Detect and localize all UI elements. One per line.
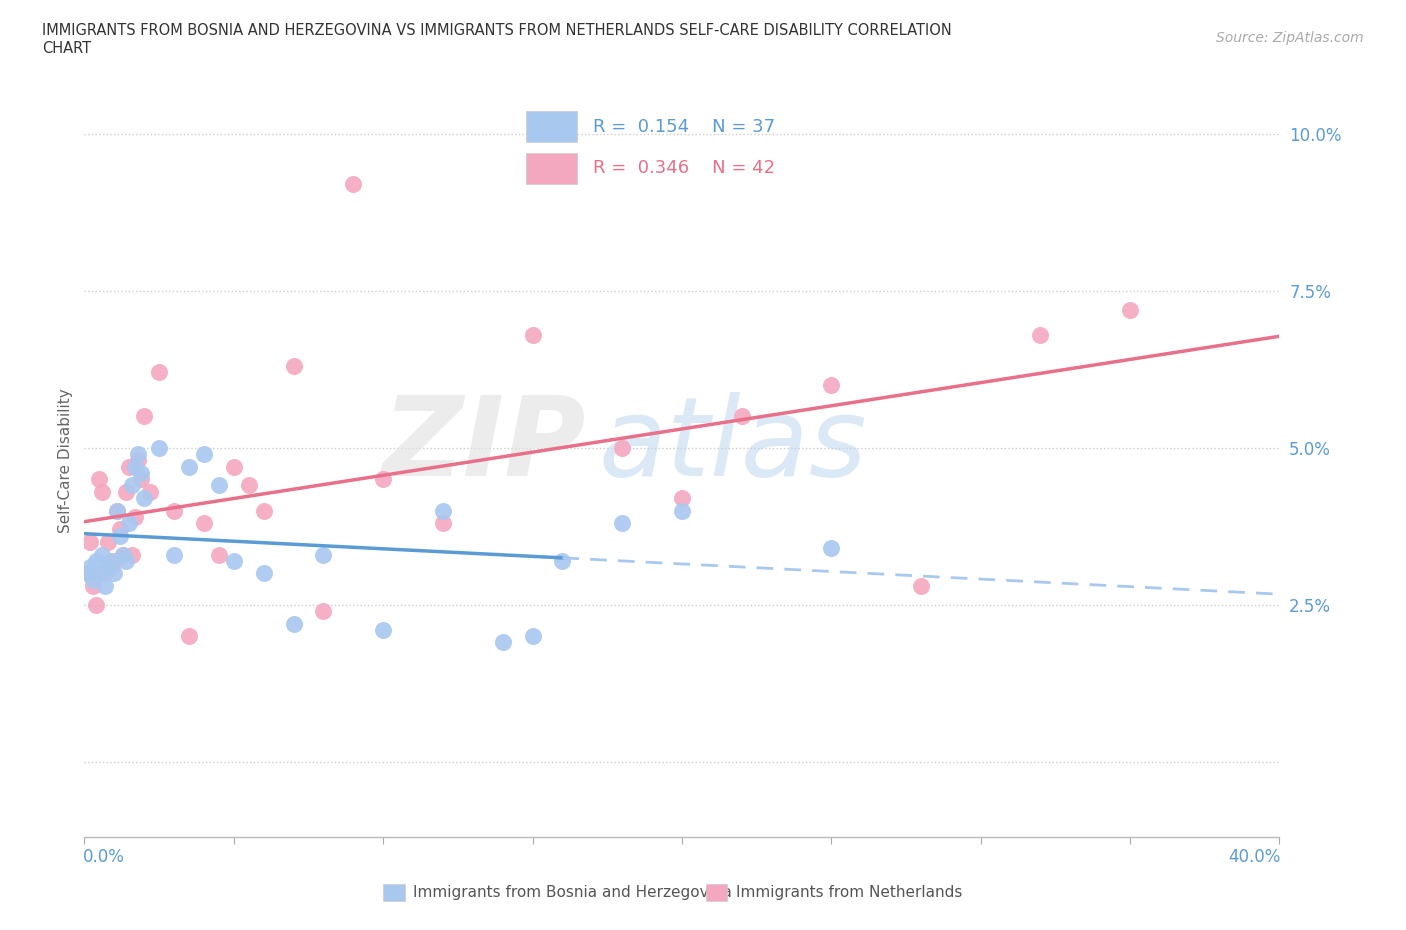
- Text: 40.0%: 40.0%: [1229, 847, 1281, 866]
- Point: [1119, 302, 1142, 317]
- Point: [118, 459, 141, 474]
- Point: [103, 565, 125, 580]
- FancyBboxPatch shape: [384, 884, 405, 901]
- Point: [76, 565, 98, 580]
- FancyBboxPatch shape: [526, 153, 576, 183]
- Point: [124, 510, 146, 525]
- Point: [124, 459, 146, 474]
- Point: [115, 485, 138, 499]
- FancyBboxPatch shape: [706, 884, 727, 901]
- Point: [731, 409, 754, 424]
- Point: [671, 491, 693, 506]
- Point: [373, 472, 395, 486]
- Point: [522, 327, 544, 342]
- Y-axis label: Self-Care Disability: Self-Care Disability: [58, 388, 73, 533]
- Point: [373, 622, 395, 637]
- Point: [432, 515, 454, 530]
- Point: [612, 515, 634, 530]
- Point: [148, 365, 170, 380]
- Point: [97, 535, 120, 550]
- Point: [312, 604, 335, 618]
- Point: [253, 503, 276, 518]
- FancyBboxPatch shape: [526, 112, 576, 142]
- Text: CHART: CHART: [42, 41, 91, 56]
- Point: [89, 565, 111, 580]
- Point: [163, 503, 186, 518]
- Point: [103, 553, 125, 568]
- Point: [283, 616, 305, 631]
- Point: [312, 547, 335, 562]
- Point: [253, 565, 276, 580]
- Point: [283, 359, 305, 374]
- Point: [97, 560, 120, 575]
- Point: [551, 553, 574, 568]
- Text: Immigrants from Bosnia and Herzegovina: Immigrants from Bosnia and Herzegovina: [413, 885, 733, 900]
- Point: [222, 459, 245, 474]
- Point: [820, 378, 842, 392]
- Text: Source: ZipAtlas.com: Source: ZipAtlas.com: [1216, 31, 1364, 45]
- Point: [132, 409, 156, 424]
- Point: [127, 453, 149, 468]
- Point: [208, 478, 231, 493]
- Point: [82, 572, 104, 587]
- Point: [112, 547, 135, 562]
- Point: [208, 547, 231, 562]
- Text: R =  0.154    N = 37: R = 0.154 N = 37: [593, 117, 775, 136]
- Point: [492, 635, 515, 650]
- Point: [118, 515, 141, 530]
- Point: [94, 565, 117, 580]
- Point: [129, 472, 152, 486]
- Point: [910, 578, 932, 593]
- Point: [91, 547, 114, 562]
- Point: [1029, 327, 1052, 342]
- Point: [121, 478, 143, 493]
- Point: [222, 553, 245, 568]
- Point: [79, 535, 101, 550]
- Text: Immigrants from Netherlands: Immigrants from Netherlands: [735, 885, 962, 900]
- Text: atlas: atlas: [599, 392, 868, 498]
- Point: [139, 485, 162, 499]
- Text: IMMIGRANTS FROM BOSNIA AND HERZEGOVINA VS IMMIGRANTS FROM NETHERLANDS SELF-CARE : IMMIGRANTS FROM BOSNIA AND HERZEGOVINA V…: [42, 23, 952, 38]
- Point: [89, 472, 111, 486]
- Point: [193, 446, 215, 461]
- Text: R =  0.346    N = 42: R = 0.346 N = 42: [593, 159, 775, 177]
- Point: [110, 528, 132, 543]
- Point: [612, 440, 634, 455]
- Point: [100, 560, 122, 575]
- Point: [91, 485, 114, 499]
- Point: [148, 440, 170, 455]
- Point: [522, 629, 544, 644]
- Point: [86, 553, 108, 568]
- Point: [105, 503, 128, 518]
- Point: [86, 597, 108, 612]
- Point: [163, 547, 186, 562]
- Point: [671, 503, 693, 518]
- Point: [82, 578, 104, 593]
- Text: ZIP: ZIP: [382, 392, 586, 498]
- Point: [129, 465, 152, 480]
- Point: [820, 540, 842, 555]
- Point: [105, 503, 128, 518]
- Point: [193, 515, 215, 530]
- Point: [177, 629, 200, 644]
- Point: [127, 446, 149, 461]
- Point: [79, 560, 101, 575]
- Point: [121, 547, 143, 562]
- Point: [94, 578, 117, 593]
- Point: [238, 478, 260, 493]
- Point: [110, 522, 132, 537]
- Point: [177, 459, 200, 474]
- Point: [100, 553, 122, 568]
- Text: 0.0%: 0.0%: [83, 847, 125, 866]
- Point: [342, 177, 364, 192]
- Point: [115, 553, 138, 568]
- Point: [112, 547, 135, 562]
- Point: [432, 503, 454, 518]
- Point: [76, 565, 98, 580]
- Point: [132, 491, 156, 506]
